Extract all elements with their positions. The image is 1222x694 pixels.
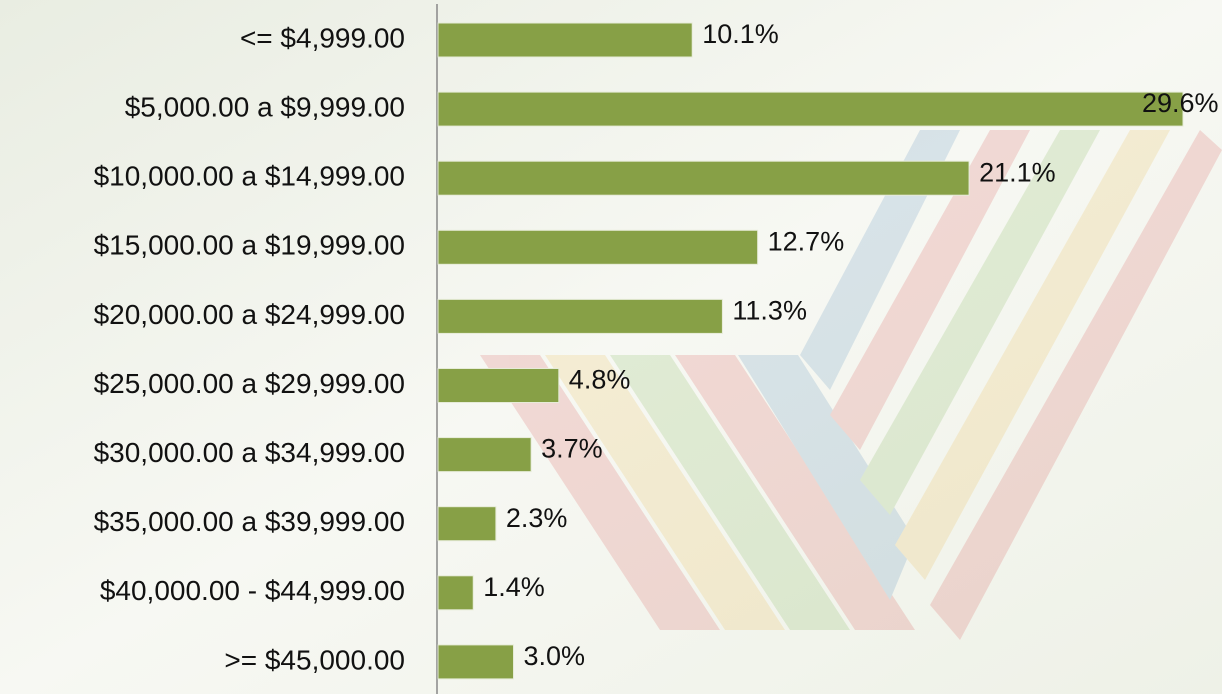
value-label: 2.3% [506, 503, 568, 533]
category-label: $25,000.00 a $29,999.00 [94, 368, 405, 399]
value-label: 11.3% [732, 296, 807, 326]
value-label: 12.7% [768, 226, 845, 256]
category-label: $20,000.00 a $24,999.00 [94, 299, 405, 330]
category-label: $10,000.00 a $14,999.00 [94, 161, 405, 192]
bar [437, 644, 515, 680]
value-label: 21.1% [979, 157, 1056, 187]
category-label: $35,000.00 a $39,999.00 [94, 506, 405, 537]
bar [437, 229, 759, 265]
bar [437, 575, 474, 611]
category-label: $5,000.00 a $9,999.00 [125, 91, 405, 122]
category-label: >= $45,000.00 [224, 644, 405, 675]
value-label: 1.4% [483, 572, 545, 602]
value-label: 3.7% [541, 434, 603, 464]
decoration [480, 130, 1222, 640]
value-label: 29.6% [1142, 88, 1219, 118]
category-label: $15,000.00 a $19,999.00 [94, 230, 405, 261]
category-label: $40,000.00 - $44,999.00 [100, 575, 405, 606]
category-label: $30,000.00 a $34,999.00 [94, 437, 405, 468]
bar [437, 22, 693, 58]
bar [437, 437, 532, 473]
category-label: <= $4,999.00 [240, 22, 405, 53]
bar [437, 160, 970, 196]
value-label: 4.8% [569, 365, 631, 395]
bar [437, 298, 723, 334]
value-label: 3.0% [524, 641, 586, 671]
bar [437, 506, 497, 542]
bar [437, 368, 560, 403]
value-label: 10.1% [702, 19, 779, 49]
bar [437, 91, 1184, 127]
